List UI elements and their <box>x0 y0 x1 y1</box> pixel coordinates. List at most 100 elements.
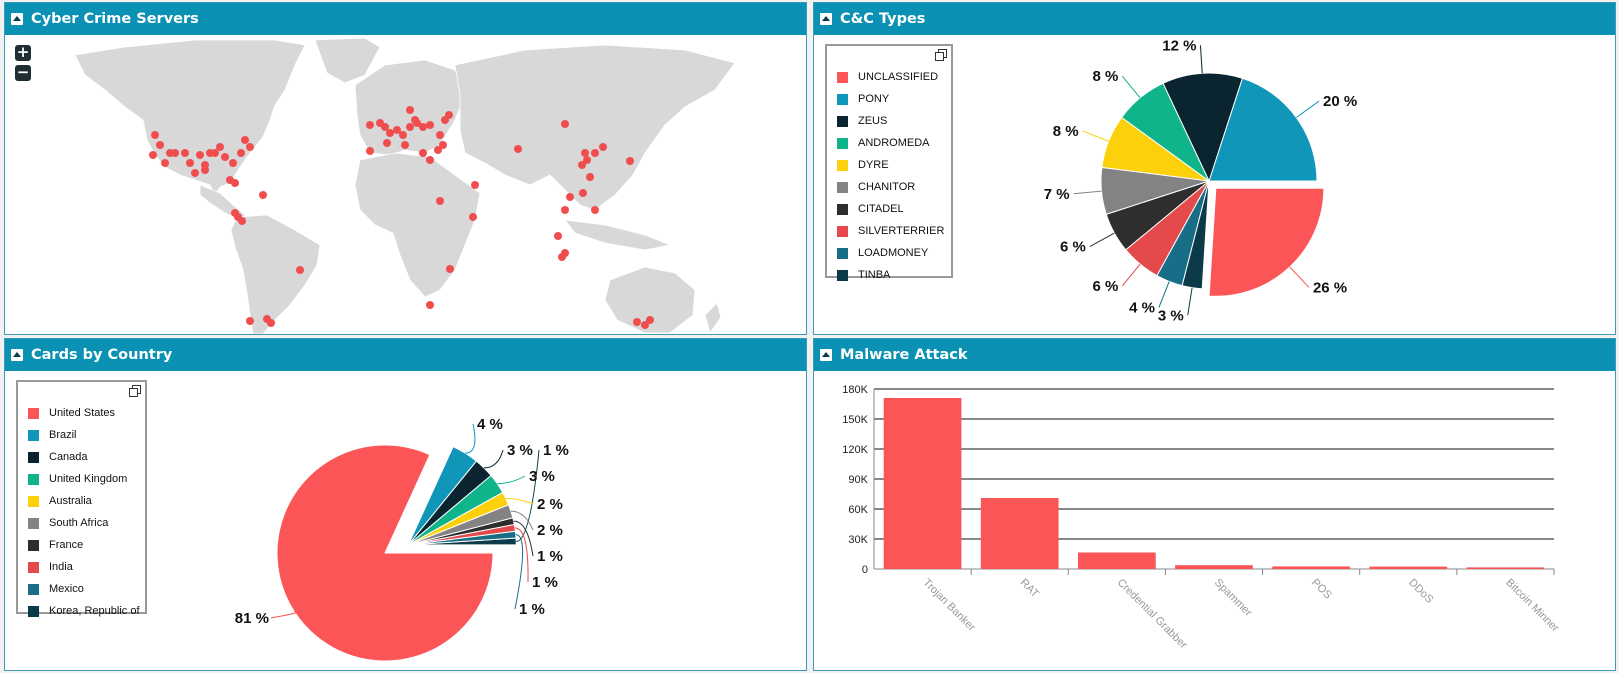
server-marker[interactable] <box>383 139 391 147</box>
server-marker[interactable] <box>399 131 407 139</box>
server-marker[interactable] <box>419 149 427 157</box>
server-marker[interactable] <box>296 266 304 274</box>
server-marker[interactable] <box>591 149 599 157</box>
server-marker[interactable] <box>469 213 477 221</box>
legend-item[interactable]: United Kingdom <box>28 468 145 490</box>
bar[interactable] <box>980 498 1059 569</box>
legend-item[interactable]: DYRE <box>837 154 951 176</box>
legend-item[interactable]: TINBA <box>837 264 951 286</box>
server-marker[interactable] <box>181 149 189 157</box>
server-marker[interactable] <box>583 156 591 164</box>
legend-item[interactable]: ANDROMEDA <box>837 132 951 154</box>
legend-item[interactable]: United States <box>28 402 145 424</box>
server-marker[interactable] <box>401 141 409 149</box>
server-marker[interactable] <box>581 149 589 157</box>
server-marker[interactable] <box>599 143 607 151</box>
legend-item[interactable]: UNCLASSIFIED <box>837 66 951 88</box>
server-marker[interactable] <box>641 321 649 329</box>
collapse-toggle-icon[interactable] <box>820 349 832 361</box>
bar[interactable] <box>1466 567 1545 569</box>
legend-item[interactable]: CHANITOR <box>837 176 951 198</box>
server-marker[interactable] <box>234 213 242 221</box>
server-marker[interactable] <box>439 141 447 149</box>
server-marker[interactable] <box>231 179 239 187</box>
server-marker[interactable] <box>554 232 562 240</box>
bar[interactable] <box>1272 566 1350 569</box>
legend-item[interactable]: ZEUS <box>837 110 951 132</box>
server-marker[interactable] <box>426 301 434 309</box>
server-marker[interactable] <box>426 156 434 164</box>
world-map[interactable] <box>5 35 806 334</box>
server-marker[interactable] <box>229 159 237 167</box>
server-marker[interactable] <box>406 123 414 131</box>
server-marker[interactable] <box>149 151 157 159</box>
legend-item[interactable]: Brazil <box>28 424 145 446</box>
server-marker[interactable] <box>221 153 229 161</box>
server-marker[interactable] <box>633 318 641 326</box>
server-marker[interactable] <box>411 116 419 124</box>
server-marker[interactable] <box>646 316 654 324</box>
server-marker[interactable] <box>196 151 204 159</box>
server-marker[interactable] <box>626 157 634 165</box>
bar[interactable] <box>1078 552 1156 570</box>
server-marker[interactable] <box>419 123 427 131</box>
server-marker[interactable] <box>216 143 224 151</box>
bar[interactable] <box>1369 566 1448 569</box>
legend-item[interactable]: LOADMONEY <box>837 242 951 264</box>
legend-options-icon[interactable] <box>129 385 141 397</box>
server-marker[interactable] <box>436 131 444 139</box>
legend-item[interactable]: Korea, Republic of <box>28 600 145 622</box>
server-marker[interactable] <box>578 161 586 169</box>
zoom-in-button[interactable]: + <box>15 43 31 61</box>
server-marker[interactable] <box>201 166 209 174</box>
server-marker[interactable] <box>445 111 453 119</box>
legend-item[interactable]: France <box>28 534 145 556</box>
legend-item[interactable]: PONY <box>837 88 951 110</box>
server-marker[interactable] <box>151 131 159 139</box>
server-marker[interactable] <box>186 159 194 167</box>
server-marker[interactable] <box>166 149 174 157</box>
server-marker[interactable] <box>263 315 271 323</box>
legend-item[interactable]: Canada <box>28 446 145 468</box>
server-marker[interactable] <box>586 173 594 181</box>
server-marker[interactable] <box>241 136 249 144</box>
server-marker[interactable] <box>406 106 414 114</box>
legend-item[interactable]: Australia <box>28 490 145 512</box>
server-marker[interactable] <box>259 191 267 199</box>
server-marker[interactable] <box>366 121 374 129</box>
legend-options-icon[interactable] <box>935 49 947 61</box>
server-marker[interactable] <box>436 197 444 205</box>
server-marker[interactable] <box>381 123 389 131</box>
server-marker[interactable] <box>561 249 569 257</box>
server-marker[interactable] <box>246 317 254 325</box>
server-marker[interactable] <box>566 193 574 201</box>
bar[interactable] <box>1175 565 1253 569</box>
server-marker[interactable] <box>579 189 587 197</box>
legend-item[interactable]: CITADEL <box>837 198 951 220</box>
pie-slice[interactable] <box>1208 187 1325 297</box>
server-marker[interactable] <box>161 159 169 167</box>
server-marker[interactable] <box>434 146 442 154</box>
bar[interactable] <box>883 398 962 569</box>
server-marker[interactable] <box>561 120 569 128</box>
server-marker[interactable] <box>446 265 454 273</box>
pie-slice[interactable] <box>1162 72 1244 183</box>
server-marker[interactable] <box>393 126 401 134</box>
server-marker[interactable] <box>426 121 434 129</box>
server-marker[interactable] <box>237 149 245 157</box>
server-marker[interactable] <box>386 129 394 137</box>
pie-slice[interactable] <box>407 445 478 546</box>
server-marker[interactable] <box>561 206 569 214</box>
server-marker[interactable] <box>366 147 374 155</box>
server-marker[interactable] <box>156 141 164 149</box>
collapse-toggle-icon[interactable] <box>820 13 832 25</box>
legend-item[interactable]: Mexico <box>28 578 145 600</box>
server-marker[interactable] <box>191 169 199 177</box>
server-marker[interactable] <box>471 181 479 189</box>
collapse-toggle-icon[interactable] <box>11 13 23 25</box>
zoom-out-button[interactable]: − <box>15 63 31 81</box>
server-marker[interactable] <box>246 143 254 151</box>
server-marker[interactable] <box>514 145 522 153</box>
legend-item[interactable]: India <box>28 556 145 578</box>
server-marker[interactable] <box>591 206 599 214</box>
